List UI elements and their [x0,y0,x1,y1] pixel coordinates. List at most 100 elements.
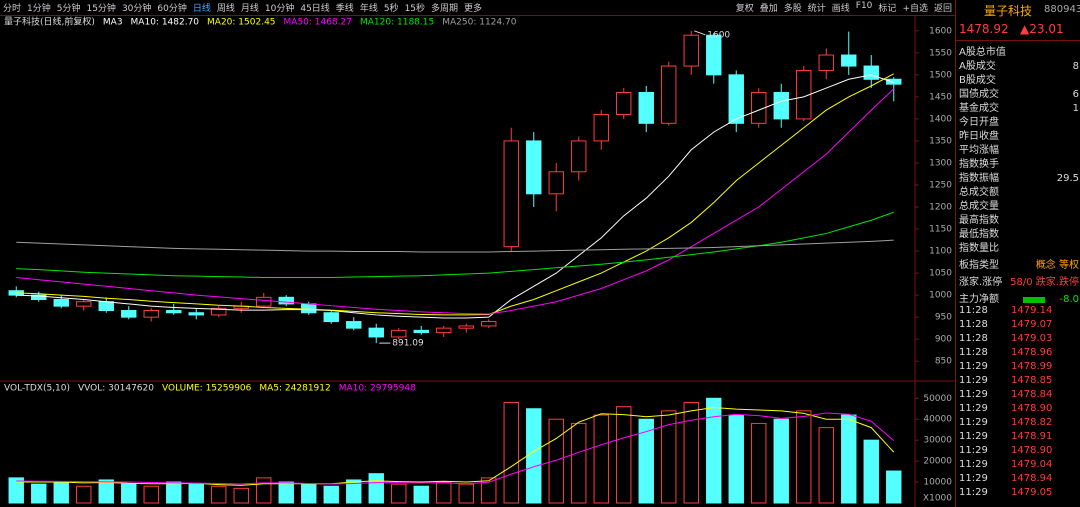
volume-bar [368,473,384,504]
stat-label: 主力净额 [959,294,999,305]
period-tab[interactable]: 日线 [192,4,211,14]
stat-label: B股成交 [959,75,996,86]
stat-row: 最高指数 [959,214,1079,228]
period-tab[interactable]: 15分钟 [86,4,116,14]
period-tab[interactable]: 周线 [216,4,235,14]
y-tick-label: 1200 [929,203,952,213]
tick-row: 11:29 1478.90 [959,444,1079,458]
period-tab[interactable]: 10分钟 [264,4,295,14]
tick-row: 11:28 1479.03 [959,332,1079,346]
high-annotation: 1600 [707,30,730,40]
legend-item: MA50: 1468.27 [284,18,352,28]
volume-bar [481,477,497,504]
stat-value: 29.5 [1056,173,1079,184]
period-tab[interactable]: 季线 [335,4,354,14]
candle-body [548,171,564,195]
period-tab[interactable]: 30分钟 [121,4,152,14]
tick-price: 1478.90 [1011,403,1053,414]
candle-body [278,296,294,305]
tick-row: 11:29 1478.91 [959,430,1079,444]
tick-time: 11:29 [959,487,988,498]
volume-bar [796,410,812,504]
tool-button[interactable]: F10 [855,1,873,11]
period-tab[interactable]: 多周期 [431,4,459,14]
volume-bar [121,483,137,504]
stat-label: 国债成交 [959,89,999,100]
legend-item: 量子科技(日线,前复权) [4,16,95,28]
candle-body [211,307,227,316]
legend-item: MA250: 1124.70 [442,18,516,28]
tick-time: 11:29 [959,389,988,400]
volume-bar [683,401,699,504]
period-tabs: 分时 1分钟 5分钟 15分钟 30分钟 60分钟 日线 周线 月线 10分钟 45日线 季线 年线 5秒… [0,1,485,14]
candle-body [728,74,744,124]
tool-button[interactable]: 叠加 [759,4,778,14]
stat-label: 今日开盘 [959,117,999,128]
tool-button[interactable]: 多股 [783,4,802,14]
stat-row: 今日开盘 [959,116,1079,130]
volume-bar [751,422,767,504]
change: ▲23.01 [1020,22,1064,36]
volume-bar [143,485,159,504]
volume-ma-line [16,406,895,486]
tool-button[interactable]: 画线 [831,4,850,14]
stat-row: A股成交 8 [959,60,1079,74]
tool-button[interactable]: 标记 [878,4,897,14]
volume-bar [886,470,902,504]
tick-time: 11:29 [959,361,988,372]
period-tab[interactable]: 年线 [359,4,378,14]
tick-price: 1478.85 [1011,375,1053,386]
period-tab[interactable]: 5分钟 [56,4,81,14]
tick-row: 11:29 1479.05 [959,486,1079,500]
period-tab[interactable]: 分时 [3,4,22,14]
tick-row: 11:28 1478.96 [959,346,1079,360]
candle-body [143,310,159,318]
toolbar: 分时 1分钟 5分钟 15分钟 30分钟 60分钟 日线 周线 月线 10分钟 45日线 季线 年线 5秒… [0,0,955,16]
tool-button[interactable]: 返回 [933,4,952,14]
stock-name: 量子科技 [984,4,1033,18]
stat-value: 1 [1072,103,1079,114]
stat-label: 基金成交 [959,103,999,114]
y-tick-label: 1450 [929,92,952,102]
period-tab[interactable]: 月线 [240,4,259,14]
candle-body [818,54,834,71]
volume-bar [526,408,542,504]
tick-price: 1478.90 [1011,445,1053,456]
y-tick-label: 40000 [923,415,952,425]
volume-bar [638,418,654,504]
stat-row: B股成交 [959,74,1079,88]
y-tick-label: 1000 [929,291,952,301]
legend-item: MA120: 1188.15 [360,18,434,28]
period-tab[interactable]: 60分钟 [157,4,187,14]
candle-body [121,310,137,318]
y-tick-label: 50000 [923,394,952,404]
y-tick-label: 850 [935,357,952,367]
volume-ma-line [16,412,895,485]
period-tab[interactable]: 15秒 [404,4,426,14]
candle-body [593,114,609,142]
period-tab[interactable]: 1分钟 [27,4,51,14]
tool-button[interactable]: 统计 [807,4,826,14]
tick-price: 1478.99 [1011,361,1053,372]
tick-time: 11:28 [959,347,988,358]
candle-body [503,140,519,248]
y-tick-label: 1250 [929,180,952,190]
period-tab[interactable]: 45日线 [300,4,330,14]
tick-row: 11:28 1479.14 [959,304,1079,318]
volume-bar [571,422,587,504]
y-tick-label: 1100 [929,247,952,257]
volume-bar [31,483,47,504]
period-tab[interactable]: 更多 [464,4,483,14]
tick-price: 1478.94 [1011,473,1053,484]
candle-body [751,91,767,124]
candle-body [188,312,204,316]
tool-buttons: 复权 叠加 多股 统计 画线 F10 标记 +自选 返回 [733,1,955,14]
candle-body [436,327,452,334]
tool-button[interactable]: +自选 [902,4,928,14]
tick-time: 11:29 [959,459,988,470]
legend-item: VOL-TDX(5,10) [4,384,70,394]
tick-price: 1478.82 [1011,417,1053,428]
period-tab[interactable]: 5秒 [383,4,399,14]
tool-button[interactable]: 复权 [735,4,754,14]
